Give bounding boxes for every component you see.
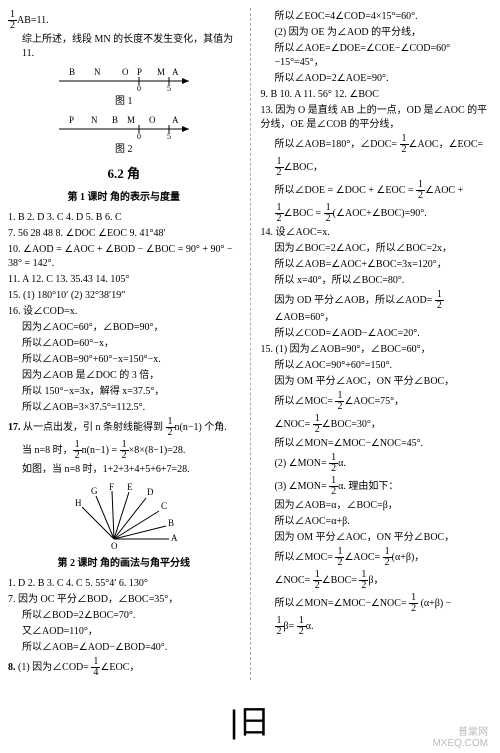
- section-title: 6.2 角: [8, 165, 240, 183]
- svg-text:B: B: [168, 518, 174, 528]
- text: ∠NOC= 12∠BOC=30°，: [261, 414, 493, 435]
- page-mark: |日: [230, 704, 270, 740]
- wm-line: 普棠网: [432, 727, 488, 738]
- svg-text:E: E: [127, 482, 133, 492]
- two-column-layout: 12AB=11. 综上所述，线段 MN 的长度不发生变化，其值为 11. B N O…: [8, 8, 492, 680]
- text: 所以∠BOD=2∠BOC=70°.: [8, 609, 240, 623]
- answers: 1. B 2. D 3. C 4. D 5. B 6. C: [8, 211, 240, 225]
- text: 8. (1) 因为∠COD= 14∠EOC，: [8, 657, 240, 678]
- text: 所以∠AOB=3×37.5°=112.5°.: [8, 401, 240, 415]
- svg-text:0: 0: [137, 132, 141, 139]
- text: 因为∠BOC=2∠AOC，所以∠BOC=2x，: [261, 242, 493, 256]
- text: 因为 OM 平分∠AOC，ON 平分∠BOC，: [261, 375, 493, 389]
- text: 因为 OM 平分∠AOC，ON 平分∠BOC，: [261, 531, 493, 545]
- text: 17. 从一点出发，引 n 条射线能得到 12n(n−1) 个角.: [8, 417, 240, 438]
- text: 所以∠AOC=α+β.: [261, 515, 493, 529]
- answers: 7. 56 28 48 8. ∠DOC ∠EOC 9. 41°48′: [8, 227, 240, 241]
- text: 所以∠AOB=∠AOC+∠BOC=3x=120°，: [261, 258, 493, 272]
- text: 又∠AOD=110°，: [8, 625, 240, 639]
- text: 所以∠AOD=2∠AOE=90°.: [261, 72, 493, 86]
- text: 13. 因为 O 是直线 AB 上的一点，OD 是∠AOC 的平分线，OE 是∠…: [261, 104, 493, 132]
- figure-2: P N BM O A 0 5: [49, 113, 199, 139]
- svg-text:B: B: [112, 115, 118, 125]
- svg-text:N: N: [94, 67, 101, 77]
- text: 所以∠AOC=90°+60°=150°.: [261, 359, 493, 373]
- svg-text:C: C: [161, 501, 167, 511]
- answers: 15. (1) 180°10′ (2) 32°38′19″: [8, 289, 240, 303]
- svg-text:P: P: [69, 115, 74, 125]
- text: 因为∠AOC=60°，∠BOD=90°，: [8, 321, 240, 335]
- svg-text:M: M: [157, 67, 165, 77]
- text: 12AB=11.: [8, 10, 240, 31]
- svg-text:G: G: [91, 486, 98, 496]
- svg-text:A: A: [172, 115, 179, 125]
- caption: 图 1: [8, 95, 240, 109]
- text: 所以∠EOC=4∠COD=4×15°=60°.: [261, 10, 493, 24]
- text: (2) 因为 OE 为∠AOD 的平分线，: [261, 26, 493, 40]
- text: 15. (1) 因为∠AOB=90°，∠BOC=60°，: [261, 343, 493, 357]
- svg-text:N: N: [91, 115, 98, 125]
- svg-text:M: M: [127, 115, 135, 125]
- lesson-title: 第 2 课时 角的画法与角平分线: [8, 557, 240, 571]
- text: 如图，当 n=8 时，1+2+3+4+5+6+7=28.: [8, 463, 240, 477]
- text: 7. 因为 OC 平分∠BOD，∠BOC=35°，: [8, 593, 240, 607]
- answers: 11. A 12. C 13. 35.43 14. 105°: [8, 273, 240, 287]
- fan-diagram: O ABCD E F GH: [69, 481, 179, 551]
- answers: 1. D 2. B 3. C 4. C 5. 55°4′ 6. 130°: [8, 577, 240, 591]
- text: 所以∠COD=∠AOD−∠AOC=20°.: [261, 327, 493, 341]
- text: (2) ∠MON= 12α.: [261, 453, 493, 474]
- text: 14. 设∠AOC=x.: [261, 226, 493, 240]
- text: 所以 150°−x=3x，解得 x=37.5°，: [8, 385, 240, 399]
- figure-1: B N OP MA 0 5: [49, 65, 199, 91]
- svg-text:5: 5: [167, 84, 171, 91]
- text: 12∠BOC，: [261, 157, 493, 178]
- svg-text:P: P: [137, 67, 142, 77]
- text: 因为∠AOB 是∠DOC 的 3 倍，: [8, 369, 240, 383]
- text: 综上所述，线段 MN 的长度不发生变化，其值为 11.: [8, 33, 240, 61]
- text: 10. ∠AOD = ∠AOC + ∠BOD − ∠BOC = 90° + 90…: [8, 243, 240, 271]
- text: 当 n=8 时，12n(n−1) = 12×8×(8−1)=28.: [8, 440, 240, 461]
- text: 所以∠MON=∠MOC−∠NOC=45°.: [261, 437, 493, 451]
- svg-text:O: O: [122, 67, 129, 77]
- svg-text:5: 5: [167, 132, 171, 139]
- answers: 9. B 10. A 11. 56° 12. ∠BOC: [261, 88, 493, 102]
- text: 12∠BOC = 12(∠AOC+∠BOC)=90°.: [261, 203, 493, 224]
- text: 所以 x=40°，所以∠BOC=80°.: [261, 274, 493, 288]
- text: 所以∠AOB=∠AOD−∠BOD=40°.: [8, 641, 240, 655]
- svg-text:O: O: [149, 115, 156, 125]
- watermark: 普棠网 MXEQ.COM: [432, 727, 488, 749]
- caption: 图 2: [8, 143, 240, 157]
- text: 因为∠AOB=α，∠BOC=β，: [261, 499, 493, 513]
- left-column: 12AB=11. 综上所述，线段 MN 的长度不发生变化，其值为 11. B N O…: [8, 8, 240, 680]
- text: 16. 设∠COD=x.: [8, 305, 240, 319]
- lesson-title: 第 1 课时 角的表示与度量: [8, 191, 240, 205]
- svg-text:H: H: [75, 498, 82, 508]
- svg-text:A: A: [172, 67, 179, 77]
- svg-text:A: A: [171, 533, 178, 543]
- text: 所以∠MOC= 12∠AOC=75°，: [261, 391, 493, 412]
- text: 12β= 12α.: [261, 616, 493, 637]
- text: 所以∠AOE=∠DOE=∠COE−∠COD=60°−15°=45°，: [261, 42, 493, 70]
- svg-text:B: B: [69, 67, 75, 77]
- text: ∠NOC= 12∠BOC= 12β，: [261, 570, 493, 591]
- text: 因为 OD 平分∠AOB，所以∠AOD= 12∠AOB=60°，: [261, 290, 493, 325]
- right-column: 所以∠EOC=4∠COD=4×15°=60°. (2) 因为 OE 为∠AOD …: [261, 8, 493, 680]
- text: 所以∠MOC= 12∠AOC= 12(α+β)，: [261, 547, 493, 568]
- text: 所以∠AOB=180°，∠DOC= 12∠AOC，∠EOC=: [261, 134, 493, 155]
- text: 所以∠MON=∠MOC−∠NOC= 12 (α+β) −: [261, 593, 493, 614]
- text: 所以∠AOB=90°+60°−x=150°−x.: [8, 353, 240, 367]
- text: 所以∠AOD=60°−x，: [8, 337, 240, 351]
- svg-text:0: 0: [137, 84, 141, 91]
- svg-text:F: F: [109, 482, 114, 492]
- svg-text:O: O: [111, 541, 118, 551]
- text: (3) ∠MON= 12α. 理由如下：: [261, 476, 493, 497]
- column-separator: [250, 8, 251, 680]
- wm-line: MXEQ.COM: [432, 738, 488, 749]
- svg-text:D: D: [147, 487, 154, 497]
- text: 所以∠DOE = ∠DOC + ∠EOC = 12∠AOC +: [261, 180, 493, 201]
